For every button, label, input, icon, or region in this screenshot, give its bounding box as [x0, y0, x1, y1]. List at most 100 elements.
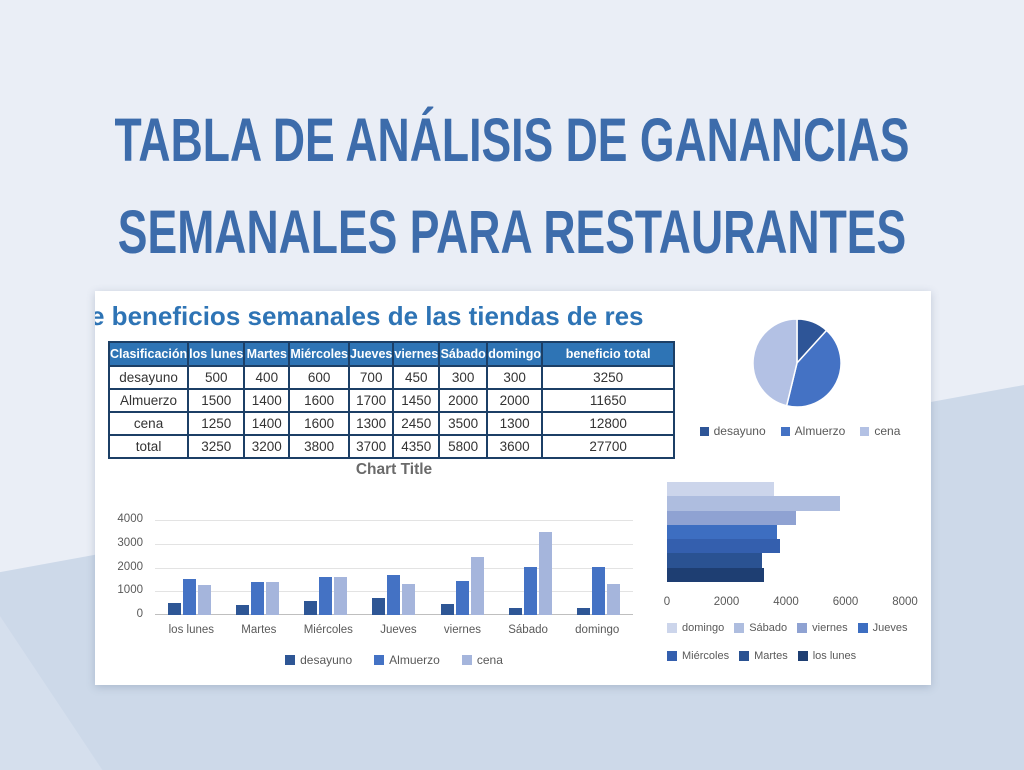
profit-table-wrap: Clasificación los lunes Martes Miércoles Jue… [107, 341, 676, 459]
y-axis-tick-label: 4000 [117, 513, 143, 525]
bar [607, 584, 621, 615]
legend-swatch-icon [734, 623, 745, 633]
bar [182, 579, 196, 615]
bar [577, 608, 591, 615]
table-row: cena 1250 1400 1600 1300 2450 3500 1300 12800 [107, 411, 676, 436]
table-cell: 3500 [438, 411, 489, 436]
legend-item: Almuerzo [374, 653, 440, 667]
bar [509, 608, 523, 615]
table-row: total 3250 3200 3800 3700 4350 5800 3600 27700 [107, 434, 676, 459]
pie-slice [785, 329, 842, 408]
pie-slice [752, 318, 798, 407]
bar [250, 582, 264, 615]
column-group [371, 520, 416, 615]
x-axis-category-label: domingo [575, 624, 620, 636]
column-group [235, 520, 280, 615]
table-header-cell: Martes [243, 341, 291, 367]
table-cell: 3200 [243, 434, 291, 459]
table-cell: cena [107, 411, 190, 436]
legend-item: viernes [797, 622, 848, 634]
bar [667, 482, 775, 497]
x-axis-category-label: los lunes [168, 624, 215, 636]
table-cell: 3600 [486, 434, 544, 459]
bar [592, 567, 606, 615]
legend-label: cena [476, 653, 503, 667]
bar [667, 524, 778, 540]
legend-label: Almuerzo [389, 653, 440, 667]
y-axis-tick-label: 0 [136, 608, 143, 620]
gridline [155, 543, 633, 545]
table-cell: 700 [347, 365, 395, 390]
table-cell: 3250 [541, 365, 676, 390]
legend-swatch-icon [860, 426, 870, 436]
legend-label: los lunes [812, 650, 857, 662]
column-chart-plot [155, 520, 633, 615]
bar [455, 581, 469, 615]
table-header-row: Clasificación los lunes Martes Miércoles Jue… [107, 341, 676, 367]
x-axis-tick-label: 6000 [832, 596, 859, 608]
column-group [303, 520, 348, 615]
column-group [440, 520, 485, 615]
column-groups [155, 520, 633, 615]
table-cell: 2000 [486, 388, 544, 413]
bar [667, 553, 763, 568]
x-axis-category-label: Sábado [508, 624, 548, 636]
table-cell: 300 [486, 365, 544, 390]
legend-label: Martes [754, 650, 788, 662]
x-axis-tick-label: 0 [663, 596, 671, 608]
legend-swatch-icon [857, 623, 868, 633]
bar [667, 567, 764, 582]
table-header-cell: los lunes [187, 341, 246, 367]
table-cell: 3700 [347, 434, 395, 459]
table-cell: 11650 [541, 388, 676, 413]
x-axis-category-label: viernes [443, 624, 481, 636]
bar [167, 603, 181, 615]
bar [440, 604, 454, 615]
legend-swatch-icon [667, 623, 677, 633]
legend-item: domingo [667, 622, 724, 634]
table-cell: desayuno [107, 365, 190, 390]
bar [334, 577, 348, 615]
table-cell: total [107, 434, 190, 459]
table-header-cell: beneficio total [541, 341, 676, 367]
x-axis-category-label: Martes [241, 624, 277, 636]
legend-swatch-icon [374, 655, 385, 665]
legend-swatch-icon [797, 623, 808, 633]
legend-swatch-icon [797, 651, 808, 661]
table-cell: 400 [243, 365, 291, 390]
page-title: TABLA DE ANÁLISIS DE GANANCIAS SEMANALES… [0, 94, 1024, 278]
weekly-profit-table: Clasificación los lunes Martes Miércoles Jue… [107, 341, 676, 459]
table-header-cell: Clasificación [107, 341, 190, 367]
table-cell: 1400 [243, 411, 291, 436]
page-title-line-1: TABLA DE ANÁLISIS DE GANANCIAS [114, 106, 910, 174]
hbar-chart-plot [667, 482, 907, 582]
bar [235, 605, 249, 615]
bar [387, 575, 401, 615]
bar [197, 585, 211, 615]
legend-label: Jueves [872, 622, 908, 634]
gridline [155, 520, 633, 521]
table-header-cell: viernes [392, 341, 441, 367]
legend-swatch-icon [461, 655, 472, 665]
legend-label: desayuno [713, 424, 766, 438]
legend-swatch-icon [780, 426, 790, 436]
legend-swatch-icon [667, 651, 677, 661]
legend-label: cena [874, 424, 901, 438]
table-row: desayuno 500 400 600 700 450 300 300 3250 [107, 365, 676, 390]
x-axis-category-label: Miércoles [303, 624, 353, 636]
table-cell: 5800 [438, 434, 489, 459]
bar [470, 557, 484, 615]
legend-swatch-icon [699, 426, 709, 436]
bar [304, 601, 318, 615]
legend-swatch-icon [285, 655, 296, 665]
table-cell: 27700 [541, 434, 676, 459]
column-group [167, 520, 212, 615]
column-group [576, 520, 621, 615]
table-cell: 1450 [392, 388, 441, 413]
bar [539, 532, 553, 615]
table-cell: 450 [392, 365, 441, 390]
legend-item: Miércoles [667, 650, 729, 662]
bar [402, 584, 416, 615]
bar [667, 539, 780, 554]
